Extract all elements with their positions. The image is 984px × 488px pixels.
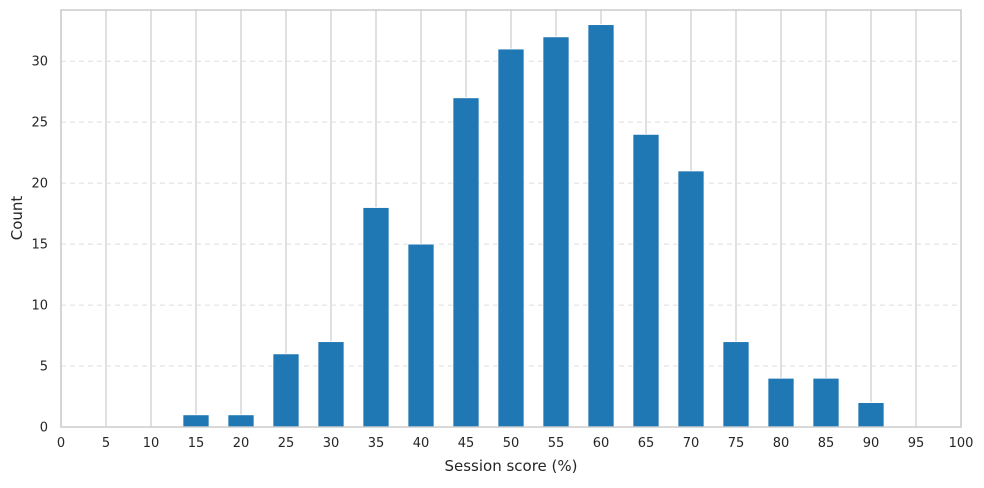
y-tick-label: 30 bbox=[31, 55, 48, 70]
x-tick-label: 85 bbox=[818, 436, 835, 451]
histogram-bar bbox=[317, 341, 345, 428]
y-axis-label: Count bbox=[8, 196, 26, 241]
histogram-bar bbox=[182, 414, 210, 428]
x-tick-label: 45 bbox=[458, 436, 475, 451]
histogram-bar bbox=[587, 24, 615, 428]
histogram-bar bbox=[452, 97, 480, 428]
x-tick-label: 80 bbox=[773, 436, 790, 451]
x-tick-label: 75 bbox=[728, 436, 745, 451]
histogram-bar bbox=[542, 36, 570, 428]
plot-frame bbox=[60, 9, 962, 428]
histogram-bar bbox=[272, 353, 300, 428]
x-tick-label: 30 bbox=[323, 436, 340, 451]
histogram-bar bbox=[632, 133, 660, 428]
x-tick-label: 60 bbox=[593, 436, 610, 451]
x-tick-label: 5 bbox=[102, 436, 110, 451]
y-tick-label: 5 bbox=[40, 360, 48, 375]
histogram-bar bbox=[407, 243, 435, 428]
x-tick-label: 40 bbox=[413, 436, 430, 451]
x-tick-label: 65 bbox=[638, 436, 655, 451]
y-tick-label: 20 bbox=[31, 177, 48, 192]
x-tick-label: 10 bbox=[143, 436, 160, 451]
x-tick-label: 50 bbox=[503, 436, 520, 451]
x-axis-label: Session score (%) bbox=[444, 457, 577, 475]
x-tick-label: 95 bbox=[908, 436, 925, 451]
y-tick-label: 10 bbox=[31, 299, 48, 314]
frame-layer bbox=[60, 9, 962, 428]
y-tick-label: 0 bbox=[40, 421, 48, 436]
histogram-bar bbox=[722, 341, 750, 428]
x-tick-label: 25 bbox=[278, 436, 295, 451]
x-tick-label: 70 bbox=[683, 436, 700, 451]
histogram-bar bbox=[677, 170, 705, 428]
y-tick-label: 15 bbox=[31, 238, 48, 253]
histogram-bar bbox=[812, 377, 840, 428]
tick-layer: 0 5 10 15 20 25 30 35 40 45 50 55 60 65 70 75 80 85 90 95 10… bbox=[31, 55, 973, 451]
x-tick-label: 20 bbox=[233, 436, 250, 451]
histogram-bar bbox=[857, 402, 885, 428]
histogram-bar bbox=[362, 207, 390, 428]
x-tick-label: 35 bbox=[368, 436, 385, 451]
x-tick-label: 100 bbox=[949, 436, 974, 451]
x-tick-label: 55 bbox=[548, 436, 565, 451]
histogram-bar bbox=[227, 414, 255, 428]
histogram-bar bbox=[497, 48, 525, 428]
histogram-bar bbox=[767, 377, 795, 428]
x-tick-label: 90 bbox=[863, 436, 880, 451]
bar-layer bbox=[182, 24, 885, 428]
x-tick-label: 0 bbox=[57, 436, 65, 451]
y-tick-label: 25 bbox=[31, 116, 48, 131]
x-tick-label: 15 bbox=[188, 436, 205, 451]
